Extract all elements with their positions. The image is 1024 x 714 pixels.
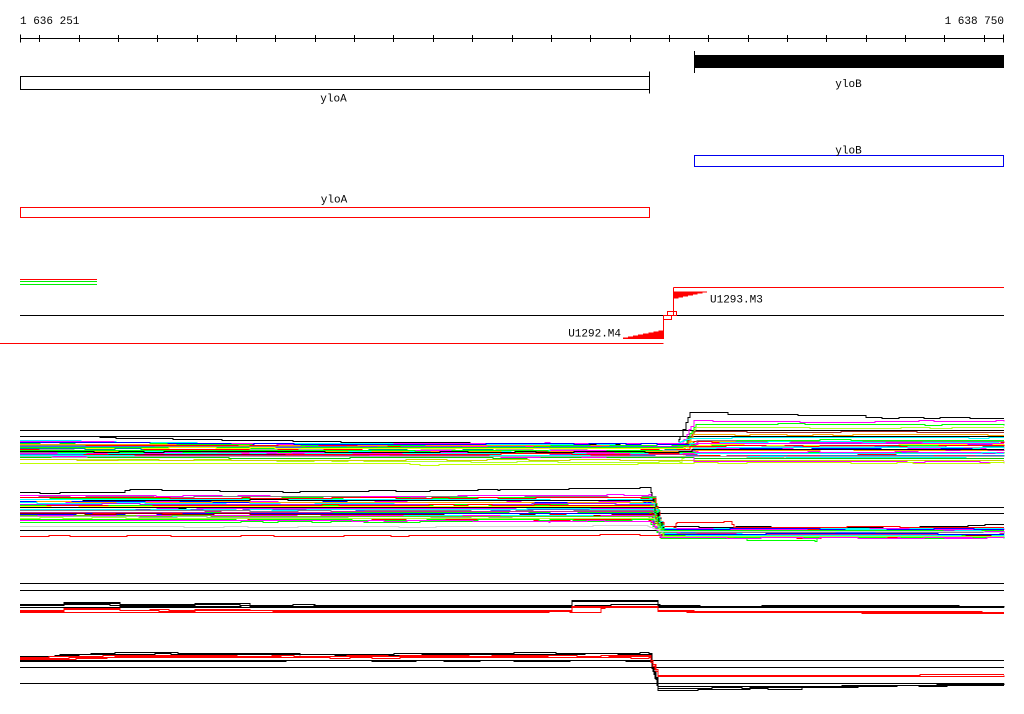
svg-text:yloB: yloB <box>835 79 862 91</box>
svg-text:1 636 251: 1 636 251 <box>20 16 80 28</box>
svg-text:yloA: yloA <box>320 94 347 106</box>
svg-text:U1292.M4: U1292.M4 <box>568 329 621 341</box>
svg-text:U1293.M3: U1293.M3 <box>710 295 763 307</box>
svg-text:yloB: yloB <box>835 146 862 158</box>
svg-text:1 638 750: 1 638 750 <box>945 16 1004 28</box>
svg-text:yloA: yloA <box>321 195 348 207</box>
